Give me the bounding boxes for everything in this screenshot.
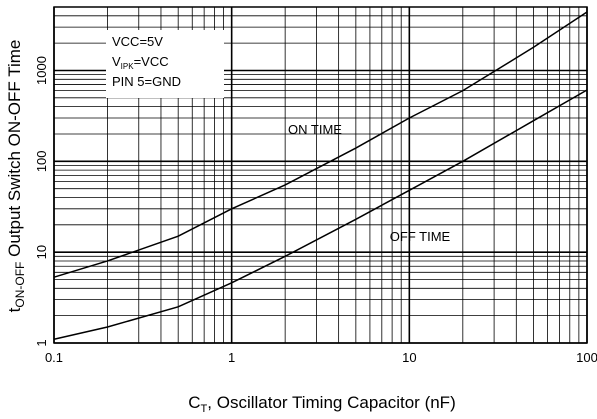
annotation: VCC=5V VIPK=VCC PIN 5=GND (106, 30, 224, 98)
x-axis-label: CT, Oscillator Timing Capacitor (nF) (188, 393, 455, 415)
y-axis-label: tON-OFF Output Switch ON-OFF Time (5, 40, 27, 313)
series-label: OFF TIME (390, 229, 451, 244)
y-tick-label: 10 (34, 245, 49, 259)
series-line (53, 89, 588, 340)
annotation-text: PIN 5=GND (112, 74, 181, 89)
y-tick-label: 1 (34, 339, 49, 346)
plot-frame (53, 6, 588, 344)
x-tick-label: 0.1 (45, 350, 63, 365)
x-tick-label: 100 (576, 350, 597, 365)
y-tick-label: 1000 (34, 56, 49, 85)
y-tick-label: 100 (34, 150, 49, 172)
x-tick-label: 10 (402, 350, 416, 365)
series-label: ON TIME (288, 122, 342, 137)
annotation-text: VCC=5V (112, 34, 163, 49)
annotation-text: VIPK=VCC (112, 54, 169, 71)
x-tick-label: 1 (228, 350, 235, 365)
annotation-box (106, 30, 224, 98)
series-line (53, 11, 588, 278)
